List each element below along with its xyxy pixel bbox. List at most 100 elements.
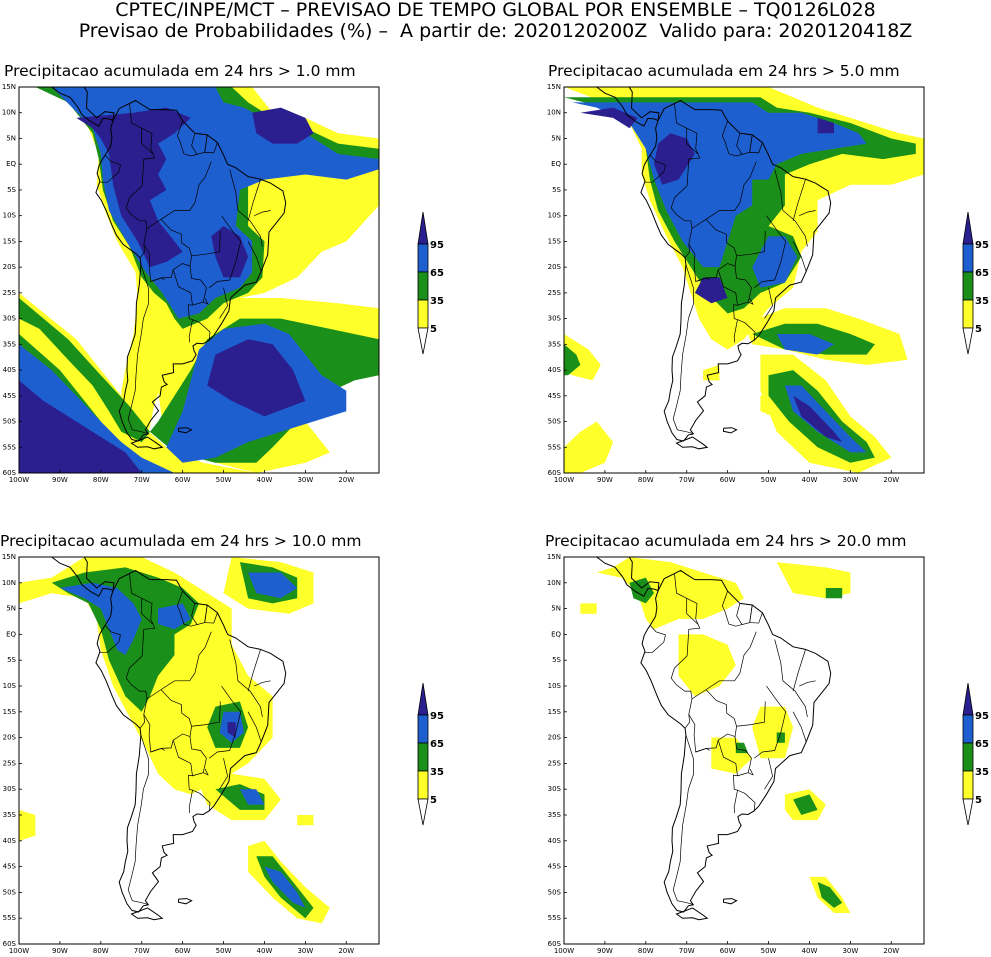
lat-label: 50S <box>548 888 562 896</box>
lat-label: 5N <box>6 134 16 142</box>
country-border <box>125 655 148 729</box>
lat-label: 10S <box>3 212 17 220</box>
country-border <box>721 590 743 627</box>
country-border <box>208 685 242 759</box>
island-outline <box>130 907 164 921</box>
lat-label: 60S <box>548 940 562 948</box>
prob-region-c65 <box>59 582 142 656</box>
country-border <box>672 734 695 905</box>
lon-label: 50W <box>761 476 777 484</box>
country-border <box>670 655 693 729</box>
prob-region-c95 <box>654 133 695 185</box>
country-border <box>202 298 209 305</box>
island-outline <box>675 907 709 921</box>
country-border <box>229 639 263 717</box>
lat-label: 5S <box>552 656 561 664</box>
country-border <box>674 573 701 657</box>
legend-label: 95 <box>430 240 444 251</box>
lat-label: 10S <box>3 682 17 690</box>
island-outline <box>19 557 115 597</box>
lat-label: 60S <box>3 469 17 477</box>
lat-label: 55S <box>3 443 17 451</box>
lon-label: 70W <box>134 476 150 484</box>
legend-2: 95 65 35 5 <box>962 211 989 355</box>
country-border <box>695 748 710 753</box>
prob-region-c5 <box>580 603 597 614</box>
lat-label: 40S <box>3 366 17 374</box>
country-border <box>753 685 787 759</box>
legend-label: 95 <box>975 240 989 251</box>
map-panel-1 <box>18 86 380 474</box>
lon-label: 70W <box>134 947 150 955</box>
country-border <box>176 590 198 627</box>
lat-label: 35S <box>3 340 17 348</box>
country-border <box>733 774 738 791</box>
legend-label: 65 <box>430 739 444 750</box>
coastline <box>640 99 832 442</box>
country-border <box>749 604 763 624</box>
lat-label: 35S <box>548 811 562 819</box>
prob-region-c35 <box>793 794 818 815</box>
country-border <box>688 218 737 282</box>
country-border <box>247 711 262 742</box>
lat-label: 45S <box>548 863 562 871</box>
panel-4-title: Precipitacao acumulada em 24 hrs > 20.0 … <box>545 532 907 550</box>
lon-label: 20W <box>338 947 354 955</box>
island-outline <box>178 427 193 434</box>
lon-label: 30W <box>297 476 313 484</box>
country-border <box>188 789 211 813</box>
lat-label: 50S <box>3 418 17 426</box>
country-border <box>229 169 263 247</box>
prob-region-c95 <box>817 117 834 134</box>
legend-label: 35 <box>975 296 989 307</box>
lon-label: 20W <box>883 476 899 484</box>
prob-region-c35 <box>817 882 843 908</box>
lon-label: 50W <box>216 947 232 955</box>
prob-region-c95 <box>252 107 314 144</box>
country-border <box>695 277 710 282</box>
coastline <box>95 569 287 913</box>
country-border <box>674 103 701 186</box>
country-border <box>176 120 198 157</box>
lon-label: 60W <box>175 476 191 484</box>
lat-label: 50S <box>3 888 17 896</box>
prob-region-c95 <box>694 277 728 304</box>
legend-label: 65 <box>975 268 989 279</box>
lon-label: 30W <box>842 476 858 484</box>
lat-label: EQ <box>551 630 561 638</box>
legend-4: 95 65 35 5 <box>962 682 989 826</box>
lat-label: 5N <box>551 134 561 142</box>
lat-label: 50S <box>548 418 562 426</box>
lat-label: 30S <box>548 785 562 793</box>
map-frame <box>563 556 925 945</box>
island-outline <box>723 427 738 434</box>
country-border <box>644 154 666 183</box>
lon-label: 60W <box>720 476 736 484</box>
prob-region-c95 <box>76 107 191 268</box>
lat-label: 5S <box>7 186 16 194</box>
lat-label: 55S <box>548 443 562 451</box>
map-frame <box>18 556 380 945</box>
country-border <box>188 774 193 791</box>
lat-label: EQ <box>6 630 16 638</box>
island-outline <box>564 87 660 127</box>
country-border <box>127 264 150 434</box>
prob-region-c65 <box>158 603 191 630</box>
lat-label: 55S <box>3 914 17 922</box>
prob-region-c5 <box>752 706 794 759</box>
lat-label: 5N <box>6 605 16 613</box>
lon-label: 100W <box>9 947 29 955</box>
lat-label: 10S <box>548 212 562 220</box>
prob-region-c5 <box>564 421 614 473</box>
prob-region-c95 <box>580 107 638 129</box>
legend-label: 95 <box>975 711 989 722</box>
country-border <box>672 264 695 434</box>
lat-label: 10N <box>2 109 16 117</box>
legend-label: 5 <box>975 324 982 335</box>
prob-region-c95 <box>19 380 142 473</box>
lon-label: 80W <box>638 947 654 955</box>
country-border <box>204 134 218 154</box>
lon-label: 100W <box>554 476 574 484</box>
prob-region-c35 <box>629 577 654 604</box>
lat-label: 25S <box>548 289 562 297</box>
